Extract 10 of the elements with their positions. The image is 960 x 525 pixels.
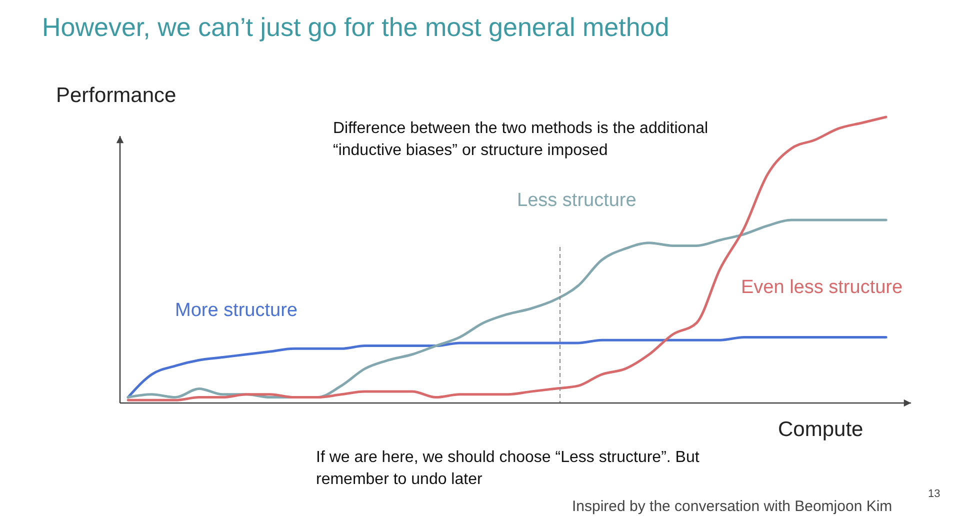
y-axis-title: Performance (56, 84, 176, 108)
x-axis-title: Compute (778, 418, 864, 442)
series-label: Even less structure (741, 277, 903, 299)
text: Inspired by the conversation with Beomjoon Kim (572, 498, 892, 515)
series-label: Less structure (517, 190, 636, 212)
series-label: More structure (175, 300, 298, 322)
annotation: Difference between the two methods is the additional “inductive biases” or structure imposed (333, 119, 708, 161)
text: If we are here, we should choose “Less structure”. But remember to undo later (316, 448, 700, 490)
text: 13 (928, 488, 940, 500)
chart-title: However, we can’t just go for the most general method (42, 12, 670, 43)
